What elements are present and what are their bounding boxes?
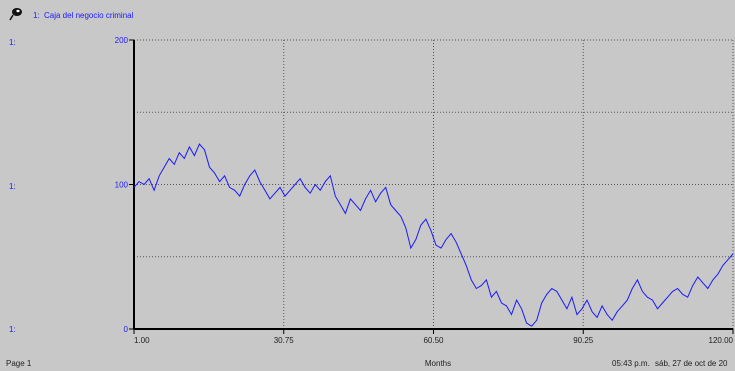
page-label: Page 1 bbox=[6, 359, 32, 368]
x-axis-label: Months bbox=[425, 359, 451, 368]
scale-prefix-top: 1: bbox=[9, 38, 16, 47]
x-tick-label: 1.00 bbox=[134, 336, 150, 345]
x-tick-label: 60.50 bbox=[423, 336, 444, 345]
scale-prefix-bottom: 1: bbox=[9, 325, 16, 334]
footer-date: sáb, 27 de oct de 20 bbox=[655, 359, 728, 368]
scale-prefix-mid: 1: bbox=[9, 182, 16, 191]
legend: 1: Caja del negocio criminal bbox=[9, 8, 134, 21]
y-tick-label: 100 bbox=[115, 181, 129, 190]
y-axis-ticks: 200 100 0 bbox=[115, 36, 134, 334]
pin-icon[interactable] bbox=[9, 8, 22, 21]
x-tick-label: 30.75 bbox=[274, 336, 295, 345]
grid bbox=[134, 39, 734, 329]
legend-label: Caja del negocio criminal bbox=[44, 11, 134, 20]
y-tick-label: 200 bbox=[115, 36, 129, 45]
legend-prefix: 1: bbox=[33, 11, 40, 20]
x-axis-ticks: 1.00 30.75 60.50 90.25 120.00 bbox=[133, 329, 734, 345]
y-tick-label: 0 bbox=[124, 325, 129, 334]
x-tick-label: 120.00 bbox=[709, 336, 734, 345]
plot-area: 200 100 0 1.00 30.75 60.50 90.25 120.00 bbox=[115, 36, 734, 345]
x-tick-label: 90.25 bbox=[573, 336, 594, 345]
footer-time: 05:43 p.m. bbox=[612, 359, 650, 368]
series-line-caja bbox=[133, 143, 734, 327]
